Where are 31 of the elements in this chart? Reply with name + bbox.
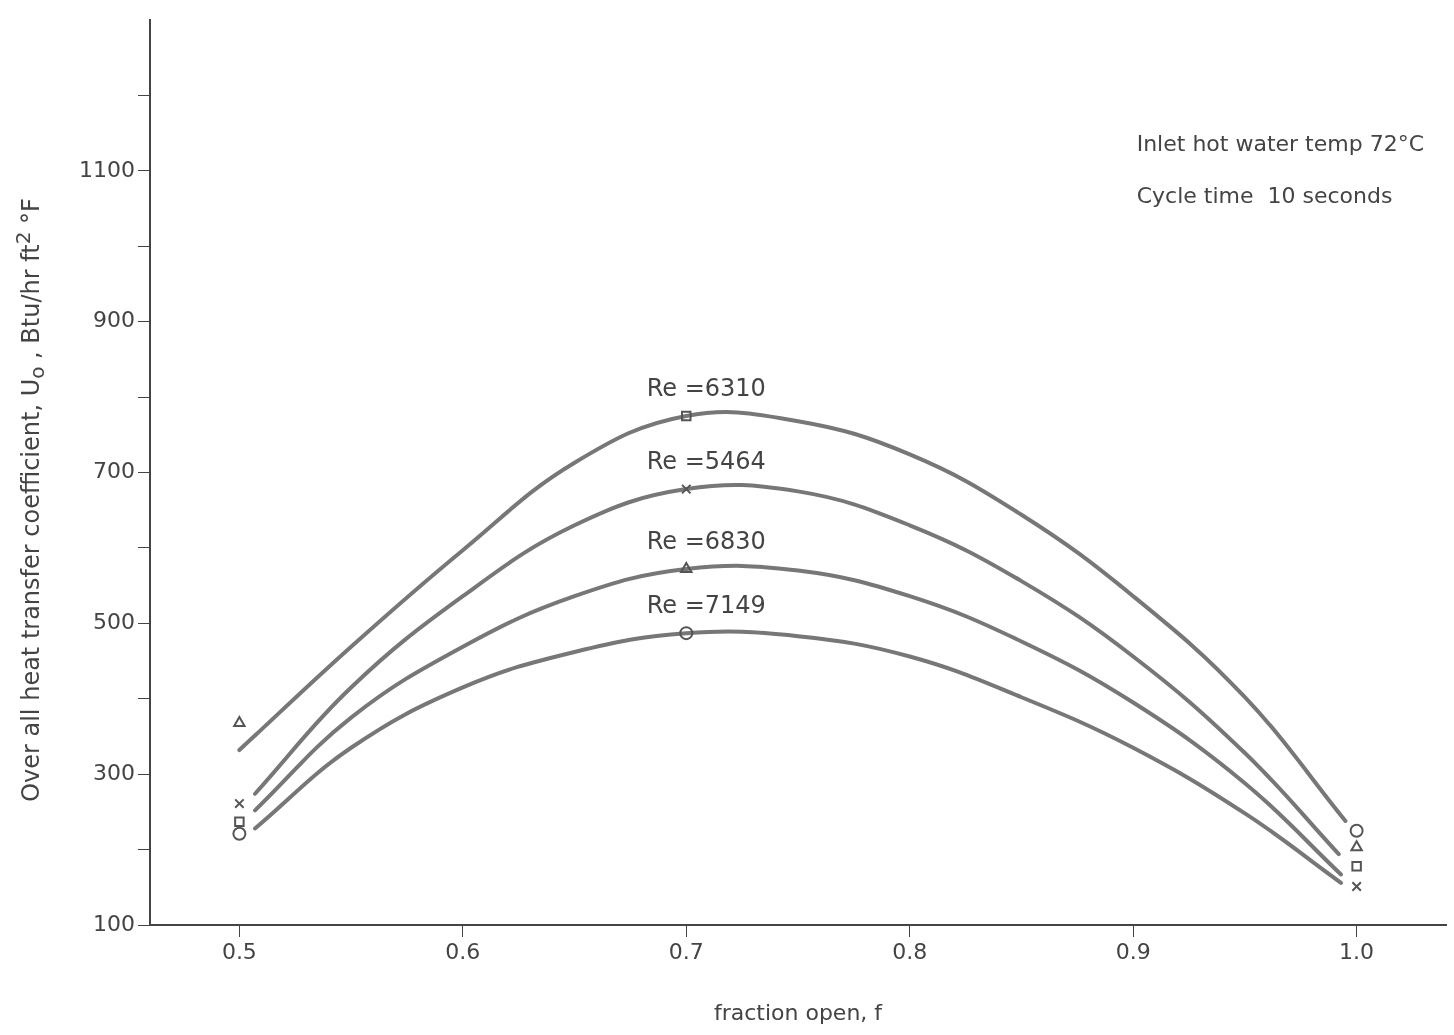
series-label: Re =6310 [646, 374, 766, 403]
point [1351, 881, 1362, 892]
x-tick-label: 0.5 [221, 938, 257, 964]
y-tick-label: 900 [93, 307, 135, 333]
point [1349, 823, 1364, 838]
series-label: Re =7149 [646, 591, 766, 620]
point [1350, 840, 1363, 852]
point [680, 562, 693, 574]
x-tick-label: 1.0 [1339, 938, 1375, 964]
x-tick-label: 0.7 [668, 938, 704, 964]
annotation: Inlet hot water temp 72°C [1136, 130, 1424, 158]
x-axis-title: fraction open, f [713, 999, 884, 1025]
y-tick-label: 700 [93, 458, 135, 484]
annotation: Cycle time 10 seconds [1136, 182, 1394, 210]
point [681, 483, 692, 495]
point [681, 410, 692, 422]
y-tick-label: 500 [93, 609, 135, 635]
point [234, 816, 245, 827]
point [1351, 860, 1362, 872]
y-tick-label: 1100 [79, 156, 135, 182]
y-tick-label: 100 [93, 910, 135, 936]
point [679, 626, 694, 641]
x-tick-label: 0.6 [445, 938, 481, 964]
x-tick-label: 0.9 [1115, 938, 1151, 964]
x-tick-label: 0.8 [892, 938, 928, 964]
series-label: Re =6830 [646, 527, 766, 556]
series-label: Re =5464 [646, 447, 766, 476]
y-tick-label: 300 [93, 759, 135, 785]
point [233, 715, 246, 727]
point [232, 826, 247, 841]
point [234, 798, 245, 809]
